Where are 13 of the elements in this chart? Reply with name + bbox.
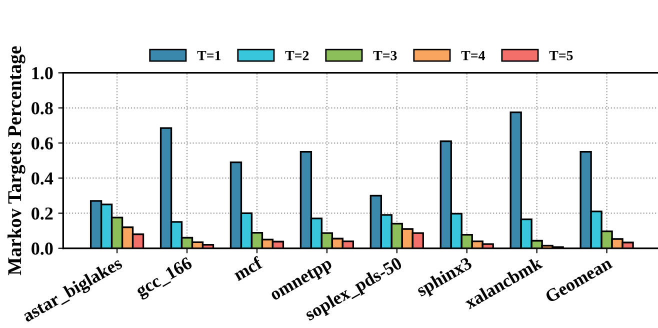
legend-label: T=1 (197, 50, 220, 60)
y-tick-label: 0.8 (32, 102, 53, 114)
legend-label: T=2 (285, 50, 309, 60)
y-axis-title: Markov Targets Percentage (8, 46, 26, 276)
x-tick-label: mcf (232, 256, 264, 282)
y-tick-label: 0.4 (32, 172, 54, 185)
legend-label: T=4 (461, 50, 485, 60)
legend-label: T=5 (549, 51, 573, 60)
y-tick-label: 0.0 (32, 242, 53, 255)
y-tick-label: 1.0 (32, 67, 53, 80)
legend-label: T=3 (373, 50, 397, 60)
y-tick-label: 0.2 (32, 207, 53, 220)
y-tick-label: 0.6 (32, 137, 53, 150)
